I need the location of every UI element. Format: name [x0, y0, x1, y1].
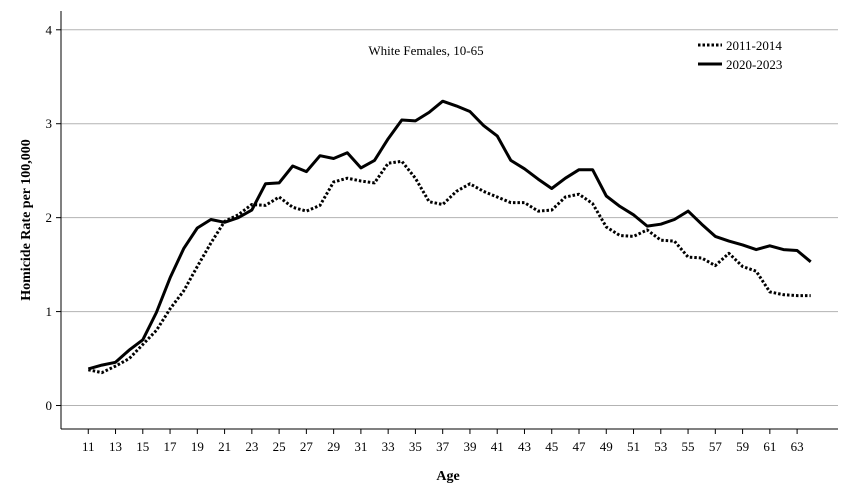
x-tick-label-49: 49 [600, 439, 613, 454]
x-ticks: 11 13 15 17 19 21 23 25 27 29 31 33 35 37 39 41 43 45 47 49… [82, 429, 804, 454]
x-tick-label-43: 43 [518, 439, 531, 454]
x-tick-label-45: 45 [545, 439, 558, 454]
y-ticks: 0 1 2 3 4 [46, 22, 61, 413]
x-tick-label-15: 15 [136, 439, 149, 454]
series-line-2020-2023 [87, 99, 812, 371]
x-tick-label-17: 17 [164, 439, 178, 454]
x-tick-label-21: 21 [218, 439, 231, 454]
x-tick-label-11: 11 [82, 439, 95, 454]
x-tick-label-13: 13 [109, 439, 122, 454]
x-tick-label-57: 57 [709, 439, 723, 454]
y-tick-label-4: 4 [46, 22, 53, 37]
x-tick-label-59: 59 [736, 439, 749, 454]
x-tick-label-39: 39 [463, 439, 476, 454]
x-tick-label-27: 27 [300, 439, 314, 454]
chart-annotation: White Females, 10-65 [368, 43, 483, 58]
y-tick-label-3: 3 [46, 116, 53, 131]
x-tick-label-41: 41 [491, 439, 504, 454]
x-tick-label-53: 53 [654, 439, 667, 454]
x-tick-label-61: 61 [763, 439, 776, 454]
legend: 2011-2014 2020-2023 [698, 38, 782, 72]
x-tick-label-33: 33 [382, 439, 395, 454]
x-tick-label-63: 63 [791, 439, 804, 454]
x-tick-label-47: 47 [573, 439, 587, 454]
series-layer [87, 99, 812, 375]
x-tick-label-55: 55 [682, 439, 695, 454]
x-tick-label-35: 35 [409, 439, 422, 454]
legend-label-2020-2023: 2020-2023 [726, 57, 782, 72]
x-axis-title: Age [436, 469, 459, 484]
plot-area [61, 11, 838, 429]
x-tick-label-29: 29 [327, 439, 340, 454]
x-tick-label-19: 19 [191, 439, 204, 454]
x-tick-label-51: 51 [627, 439, 640, 454]
legend-label-2011-2014: 2011-2014 [726, 38, 782, 53]
x-tick-label-31: 31 [354, 439, 367, 454]
series-line-2011-2014 [87, 159, 811, 375]
y-axis-title: Homicide Rate per 100,000 [19, 139, 34, 301]
y-tick-label-2: 2 [46, 210, 53, 225]
x-tick-label-37: 37 [436, 439, 450, 454]
y-tick-label-1: 1 [46, 304, 53, 319]
gridlines [61, 29, 838, 407]
x-tick-label-25: 25 [273, 439, 286, 454]
x-tick-label-23: 23 [245, 439, 258, 454]
y-tick-label-0: 0 [46, 398, 53, 413]
